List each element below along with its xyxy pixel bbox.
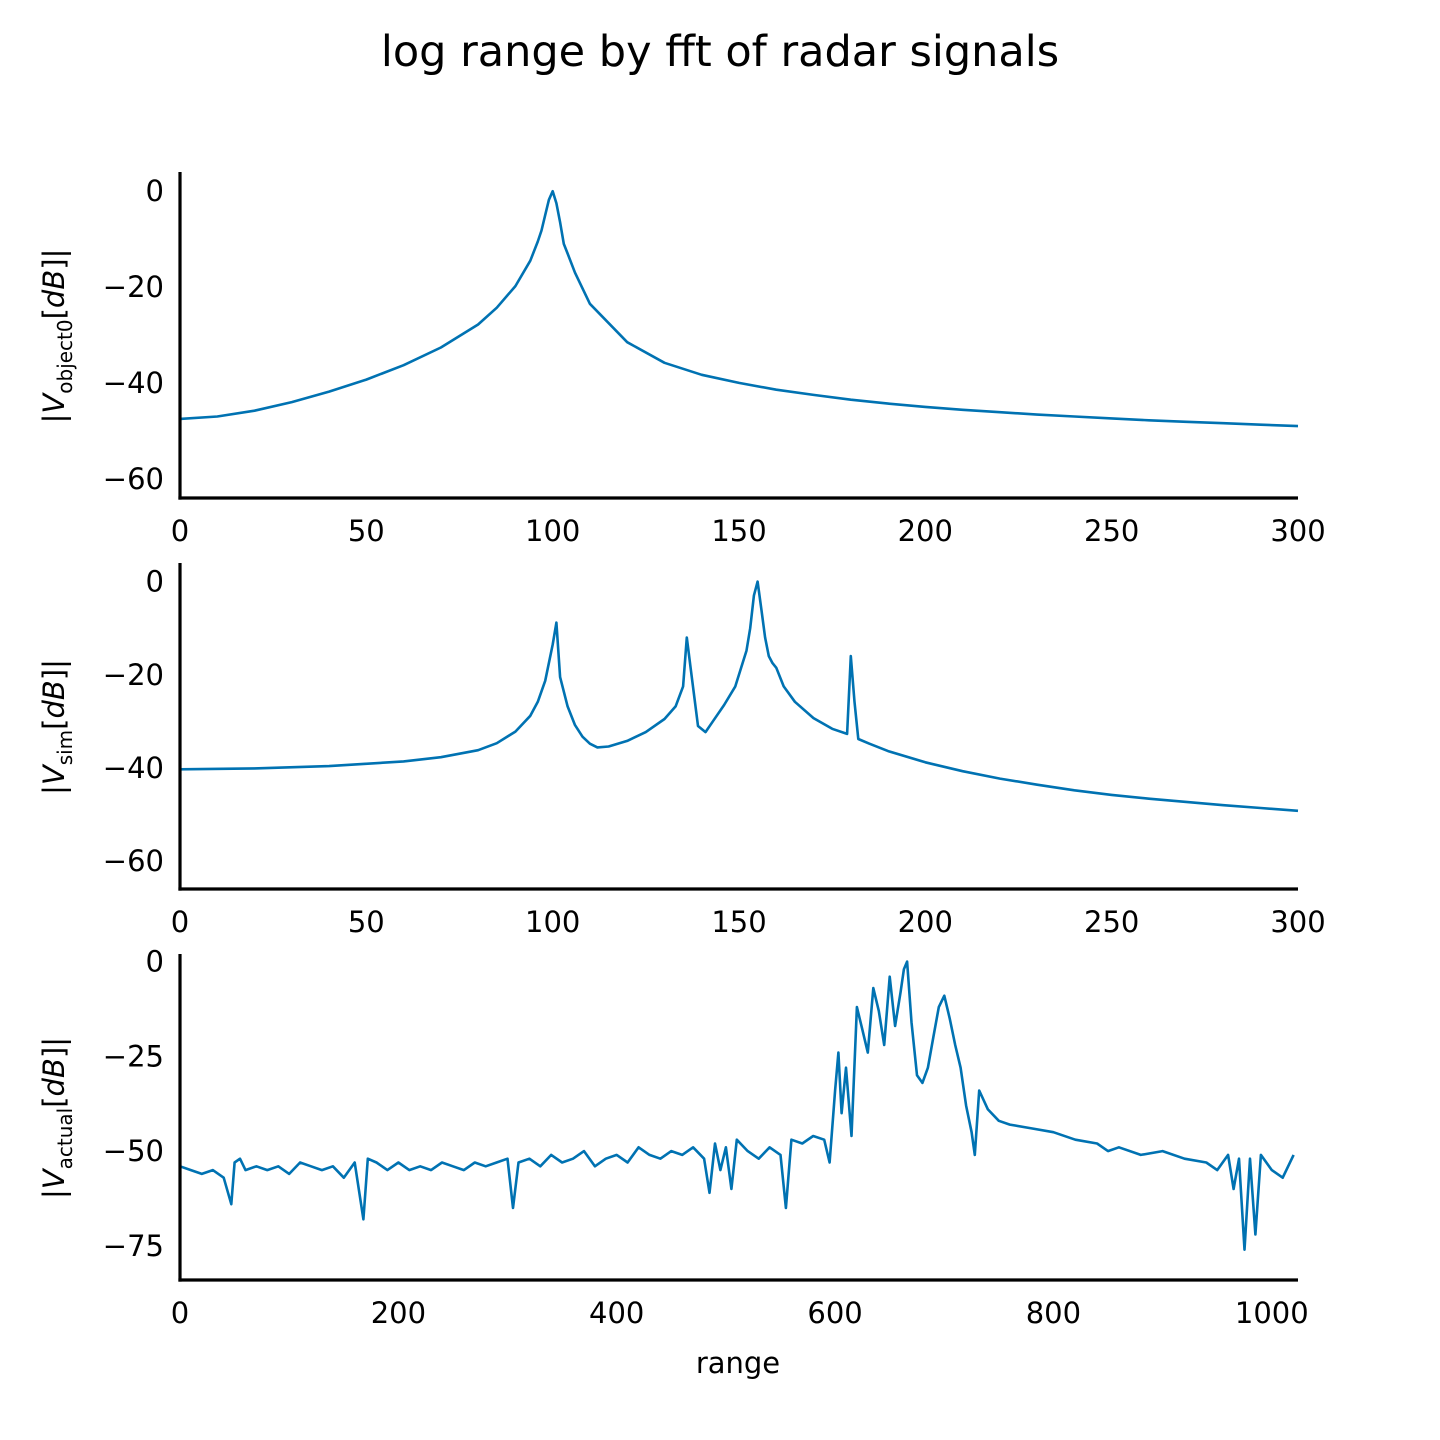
y-tick-label-object0: −20 <box>103 270 164 304</box>
x-tick-label-object0: 250 <box>1084 514 1139 548</box>
series-line-sim <box>179 580 1299 813</box>
x-tick-label-object0: 0 <box>171 514 189 548</box>
x-tick-label-sim: 200 <box>898 905 953 939</box>
panel-object0: |Vobject0[dB]| 0 50 100 150 200 250 300 0 −20 −40… <box>37 172 1326 548</box>
y-tick-label-sim: −20 <box>103 658 164 692</box>
x-tick-label-object0: 300 <box>1270 514 1325 548</box>
x-tick-label-object0: 50 <box>348 514 385 548</box>
y-tick-label-actual: −25 <box>103 1039 164 1073</box>
y-tick-label-actual: −75 <box>103 1229 164 1263</box>
x-tick-label-actual: 400 <box>589 1296 644 1330</box>
x-tick-label-actual: 800 <box>1026 1296 1081 1330</box>
x-tick-label-actual: 1000 <box>1235 1296 1309 1330</box>
y-tick-label-object0: −40 <box>103 366 164 400</box>
x-tick-label-sim: 150 <box>711 905 766 939</box>
x-tick-label-actual: 600 <box>807 1296 862 1330</box>
x-tick-label-actual: 0 <box>171 1296 189 1330</box>
svg-text:|Vsim[dB]|: |Vsim[dB]| <box>37 659 77 795</box>
y-tick-label-sim: −60 <box>103 844 164 878</box>
series-line-actual <box>179 960 1295 1251</box>
x-tick-label-sim: 250 <box>1084 905 1139 939</box>
y-tick-label-actual: 0 <box>146 945 164 979</box>
x-tick-label-sim: 100 <box>525 905 580 939</box>
panel-actual: |Vactual[dB]| range 0 200 400 600 800 1000 0 −2… <box>37 945 1309 1380</box>
x-tick-label-actual: 200 <box>371 1296 426 1330</box>
series-line-object0 <box>179 189 1299 428</box>
svg-text:|Vactual[dB]|: |Vactual[dB]| <box>37 1037 77 1199</box>
xlabel-range: range <box>696 1346 780 1380</box>
ylabel-sim: |Vsim[dB]| <box>37 659 77 795</box>
x-tick-label-sim: 50 <box>348 905 385 939</box>
ylabel-object0: |Vobject0[dB]| <box>37 249 77 424</box>
y-tick-label-actual: −50 <box>103 1134 164 1168</box>
y-tick-label-object0: 0 <box>146 174 164 208</box>
y-tick-label-object0: −60 <box>103 462 164 496</box>
ylabel-actual: |Vactual[dB]| <box>37 1037 77 1199</box>
svg-text:|Vobject0[dB]|: |Vobject0[dB]| <box>37 249 77 424</box>
x-tick-label-object0: 200 <box>898 514 953 548</box>
x-tick-label-object0: 150 <box>711 514 766 548</box>
figure-title: log range by fft of radar signals <box>381 27 1059 77</box>
panel-sim: |Vsim[dB]| 0 50 100 150 200 250 300 0 −20 −40 −60 <box>37 563 1326 939</box>
y-tick-label-sim: 0 <box>146 565 164 599</box>
x-tick-label-sim: 0 <box>171 905 189 939</box>
x-tick-label-sim: 300 <box>1270 905 1325 939</box>
y-tick-label-sim: −40 <box>103 751 164 785</box>
x-tick-label-object0: 100 <box>525 514 580 548</box>
